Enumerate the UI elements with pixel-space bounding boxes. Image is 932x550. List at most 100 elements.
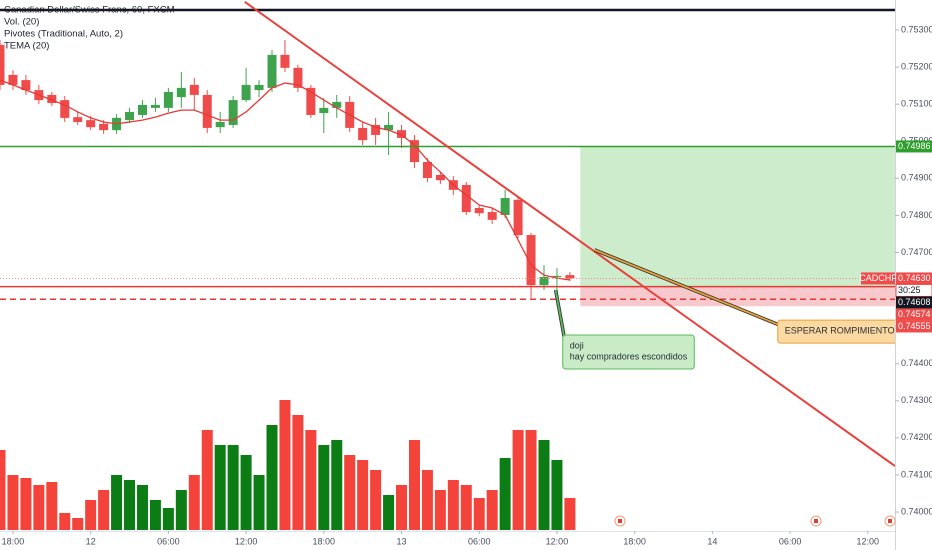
x-tick-label: 18:00 (623, 536, 646, 546)
event-flag (618, 519, 622, 523)
x-tick-label: 12:00 (235, 536, 258, 546)
candle-body (487, 212, 497, 220)
y-tick-label: 0.74200 (901, 432, 932, 442)
candle-body (565, 275, 575, 279)
candle-body (176, 87, 186, 98)
volume-bar (499, 458, 511, 530)
candle-body (500, 197, 510, 216)
y-tick-label: 0.75100 (901, 99, 932, 109)
candle-body (228, 100, 238, 125)
symbol-tag (861, 272, 895, 285)
volume-bar (227, 445, 239, 530)
candle-body (125, 111, 135, 121)
volume-bar (525, 430, 537, 530)
y-tick-label: 0.75300 (901, 24, 932, 34)
candle-body (319, 107, 329, 114)
volume-bar (59, 513, 71, 530)
candle-body (86, 120, 96, 128)
candle-body (306, 87, 316, 115)
price-tag (896, 272, 932, 285)
price-tag (896, 296, 932, 309)
volume-bar (396, 485, 408, 530)
y-tick-label: 0.74800 (901, 210, 932, 220)
x-tick-label: 12:00 (857, 536, 880, 546)
chart-title: Canadian Dollar/Swiss Franc, 60, FXCM (4, 5, 175, 16)
volume-bar (7, 475, 19, 530)
candle-body (99, 123, 109, 131)
candle-body (47, 94, 57, 104)
volume-bar (460, 485, 472, 530)
candle-body (254, 84, 264, 91)
price-tag-label: 0.74574 (898, 309, 931, 319)
candle-body (73, 117, 83, 122)
candle-body (435, 175, 445, 181)
volume-bar (0, 450, 6, 530)
volume-bar (512, 430, 524, 530)
zone (580, 286, 895, 307)
y-tick-label: 0.74400 (901, 358, 932, 368)
volume-bar (370, 470, 382, 530)
price-tag-label: 0.74608 (898, 297, 931, 307)
volume-bar (564, 498, 576, 530)
volume-bar (201, 430, 213, 530)
indicator-label: Vol. (20) (4, 17, 39, 28)
callout-line (594, 249, 781, 326)
y-tick-label: 0.74700 (901, 247, 932, 257)
y-tick-label: 0.75200 (901, 61, 932, 71)
candle-body (60, 100, 70, 118)
event-flag (814, 519, 818, 523)
volume-bar (98, 490, 110, 530)
volume-bar (253, 475, 265, 530)
y-tick-label: 0.74300 (901, 395, 932, 405)
candle-body (397, 130, 407, 138)
symbol-tag-label: CADCHF (859, 273, 897, 283)
candle-body (293, 67, 303, 88)
volume-bar (188, 475, 200, 530)
candle-body (150, 104, 160, 108)
indicator-label: Pivotes (Traditional, Auto, 2) (4, 29, 123, 40)
volume-bar (486, 490, 498, 530)
candle-body (189, 84, 199, 95)
volume-bar (149, 500, 161, 530)
candle-body (280, 54, 290, 68)
candle-body (539, 276, 549, 286)
volume-bar (85, 500, 97, 530)
volume-bar (292, 415, 304, 530)
y-tick-label: 0.74000 (901, 506, 932, 516)
volume-bar (279, 400, 291, 530)
tema-line (0, 79, 570, 281)
candle-body (267, 54, 277, 88)
callout-text: doji (570, 340, 584, 350)
x-tick-label: 18:00 (2, 536, 25, 546)
candle-body (241, 84, 251, 101)
legend: Canadian Dollar/Swiss Franc, 60, FXCM Vo… (4, 5, 175, 52)
candle-body (384, 124, 394, 131)
volume-bar (46, 482, 58, 530)
callout-text: hay compradores escondidos (570, 351, 688, 361)
x-tick-label: 06:00 (157, 536, 180, 546)
volume-bar (162, 508, 174, 530)
callout-line (554, 289, 566, 341)
y-tick-label: 0.74100 (901, 469, 932, 479)
price-tag (896, 140, 932, 153)
candle-body (332, 101, 342, 108)
candle-body (461, 185, 471, 213)
volume-bar (124, 480, 136, 530)
x-tick-label: 18:00 (313, 536, 336, 546)
event-flag (888, 519, 892, 523)
volume-bar (383, 495, 395, 530)
candle-body (0, 44, 5, 85)
candle-body (202, 94, 212, 128)
volume-bar (318, 445, 330, 530)
candle-body (474, 207, 484, 214)
volume-bar (421, 470, 433, 530)
candle-body (8, 74, 18, 85)
price-tag-label: 0.74555 (898, 321, 931, 331)
y-tick-label: 0.74900 (901, 173, 932, 183)
x-tick-label: 12:00 (546, 536, 569, 546)
callout-box (562, 334, 695, 370)
trend-line (244, 1, 896, 467)
